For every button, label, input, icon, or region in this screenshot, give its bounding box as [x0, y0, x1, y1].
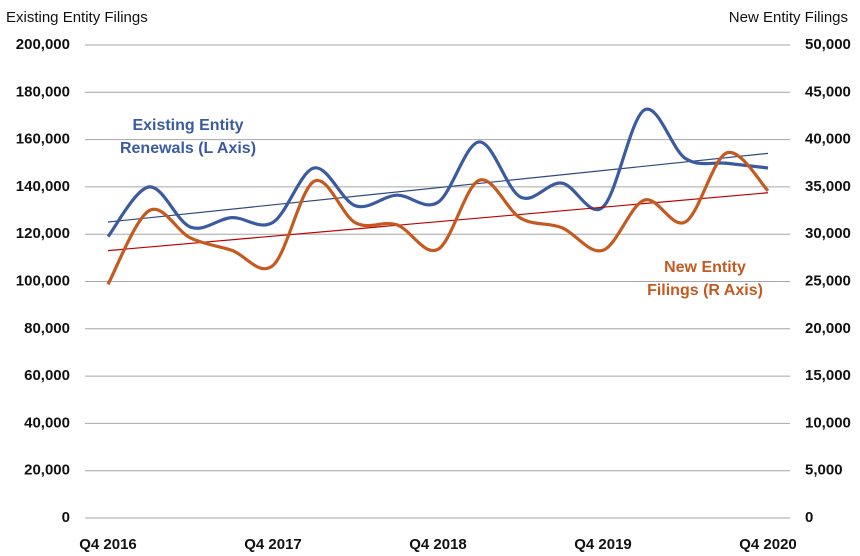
y2-tick-label: 30,000 [805, 225, 851, 242]
x-tick-label: Q4 2019 [574, 536, 632, 553]
y-tick-label: 100,000 [16, 272, 70, 289]
y2-tick-label: 5,000 [805, 462, 843, 479]
y-tick-label: 200,000 [16, 36, 70, 53]
y-tick-label: 40,000 [24, 414, 70, 431]
y2-tick-label: 25,000 [805, 272, 851, 289]
y-axis-title: Existing Entity Filings [6, 9, 148, 26]
trend-line [107, 192, 769, 252]
series-annotation: Filings (R Axis) [647, 282, 763, 299]
x-tick-label: Q4 2018 [409, 536, 467, 553]
y-tick-label: 60,000 [24, 367, 70, 384]
y-tick-label: 160,000 [16, 131, 70, 148]
series-line [106, 107, 769, 238]
x-tick-label: Q4 2016 [79, 536, 137, 553]
series-annotation: Existing Entity [132, 117, 243, 134]
y2-tick-label: 35,000 [805, 178, 851, 195]
y2-tick-label: 15,000 [805, 367, 851, 384]
series-annotation: Renewals (L Axis) [120, 140, 256, 157]
series-line [106, 150, 770, 286]
series-annotation: New Entity [664, 259, 746, 276]
trend-line [107, 152, 769, 223]
y2-tick-label: 50,000 [805, 36, 851, 53]
y-tick-label: 80,000 [24, 320, 70, 337]
y2-tick-label: 40,000 [805, 131, 851, 148]
x-tick-label: Q4 2017 [244, 536, 302, 553]
y-tick-label: 20,000 [24, 462, 70, 479]
y2-tick-label: 45,000 [805, 83, 851, 100]
y2-axis-title: New Entity Filings [729, 9, 848, 26]
y-tick-label: 180,000 [16, 83, 70, 100]
y2-tick-label: 20,000 [805, 320, 851, 337]
y2-tick-label: 10,000 [805, 414, 851, 431]
y-tick-label: 0 [62, 509, 70, 526]
x-tick-label: Q4 2020 [739, 536, 797, 553]
y-tick-label: 120,000 [16, 225, 70, 242]
y2-tick-label: 0 [805, 509, 813, 526]
y-tick-label: 140,000 [16, 178, 70, 195]
